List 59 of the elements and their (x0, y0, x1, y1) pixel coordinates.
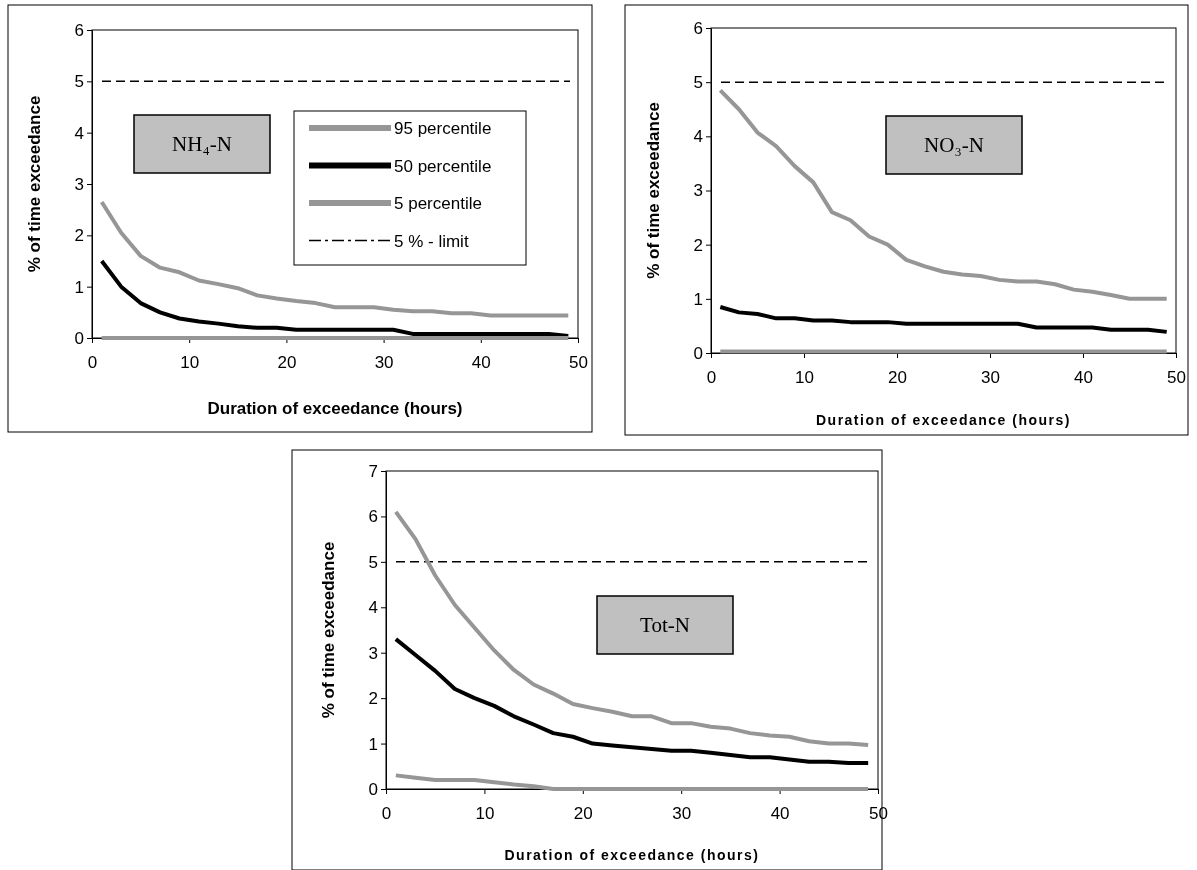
line-series (99, 259, 571, 338)
y-tick-label: 0 (74, 328, 84, 348)
y-tick-label: 4 (368, 598, 378, 618)
y-tick-label: 3 (74, 174, 84, 194)
x-tick-label: 50 (569, 353, 588, 373)
x-tick-label: 50 (1167, 368, 1186, 388)
x-tick-label: 20 (573, 804, 593, 824)
y-tick-label: 2 (74, 226, 84, 246)
x-axis-title: Duration of exceedance (hours) (815, 412, 1072, 428)
x-tick-label: 10 (475, 804, 495, 824)
line-series (393, 637, 871, 766)
x-tick-label: 50 (869, 804, 888, 824)
legend-label: 95 percentile (394, 119, 492, 138)
x-tick-label: 40 (1074, 368, 1093, 388)
annotation: NH₄-N (172, 132, 232, 156)
y-axis-title: % of time exceedance (319, 541, 338, 719)
y-tick-label: 2 (368, 689, 378, 709)
x-tick-label: 30 (981, 368, 1000, 388)
x-tick-label: 30 (374, 353, 394, 373)
x-tick-label: 40 (471, 353, 491, 373)
legend-label: 5 % - limit (394, 231, 469, 251)
y-tick-label: 3 (693, 181, 703, 201)
legend-label: 50 percentile (394, 156, 492, 176)
y-tick-label: 5 (74, 72, 84, 92)
line-series (393, 773, 871, 791)
line-series (718, 88, 1169, 301)
y-tick-label: 6 (693, 18, 703, 38)
y-tick-label: 3 (368, 643, 378, 663)
y-tick-label: 6 (74, 20, 84, 40)
line-series (718, 304, 1169, 334)
y-tick-label: 2 (693, 235, 703, 255)
x-tick-label: 20 (277, 353, 297, 373)
y-tick-label: 4 (74, 123, 84, 143)
y-tick-label: 5 (368, 552, 378, 572)
y-tick-label: 1 (693, 289, 703, 309)
line-series (99, 199, 571, 318)
y-tick-label: 5 (693, 73, 703, 93)
x-tick-label: 30 (672, 804, 692, 824)
x-axis-title: Duration of exceedance (hours) (207, 399, 463, 418)
y-tick-label: 4 (693, 127, 703, 147)
legend-label: 5 percentile (394, 194, 482, 213)
x-tick-label: 20 (888, 368, 907, 388)
line-series (393, 509, 871, 747)
x-tick-label: 40 (770, 804, 790, 824)
y-tick-label: 1 (368, 734, 378, 754)
y-axis-title: % of time exceedance (25, 95, 44, 273)
y-axis-title: % of time exceedance (644, 102, 663, 279)
x-tick-label: 0 (706, 368, 717, 388)
x-axis-title: Duration of exceedance (hours) (504, 847, 760, 863)
x-tick-label: 0 (381, 804, 392, 824)
y-tick-label: 6 (368, 507, 378, 527)
x-tick-label: 10 (180, 353, 200, 373)
x-tick-label: 0 (87, 353, 98, 373)
annotation: NO₃-N (924, 133, 984, 157)
y-tick-label: 1 (74, 277, 84, 297)
x-tick-label: 10 (795, 368, 814, 388)
y-tick-label: 7 (368, 461, 378, 481)
y-tick-label: 0 (368, 779, 378, 799)
annotation: Tot-N (640, 613, 690, 637)
